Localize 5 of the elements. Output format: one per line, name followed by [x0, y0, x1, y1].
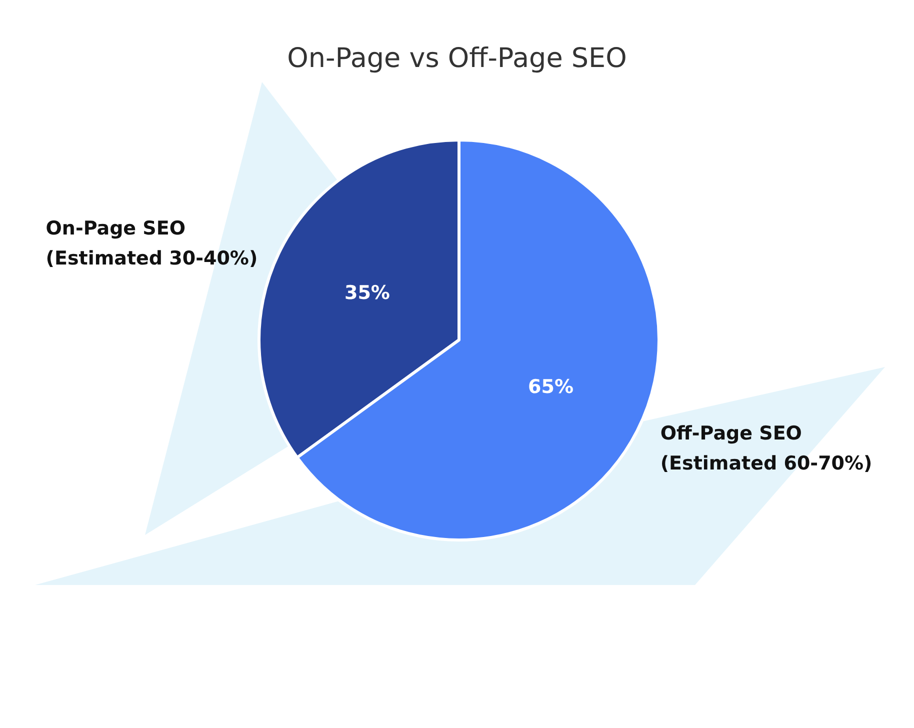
- data-label: 65%: [528, 376, 574, 398]
- chart-title: On-Page vs Off-Page SEO: [287, 43, 627, 74]
- slice-label: On-Page SEO (Estimated 30-40%): [46, 217, 258, 270]
- data-label: 35%: [344, 282, 390, 304]
- slice-label: Off-Page SEO (Estimated 60-70%): [660, 422, 872, 475]
